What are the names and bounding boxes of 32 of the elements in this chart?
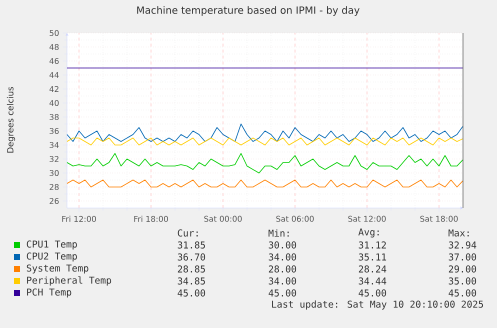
y-axis-title: Degrees celcius — [6, 86, 16, 153]
text: Cur: — [178, 229, 198, 237]
text: 45.00 — [448, 289, 476, 297]
text: Max: — [448, 229, 469, 237]
text: 28.24 — [358, 265, 386, 273]
legend-label: CPU1 Temp — [26, 240, 77, 250]
text: 28.85 — [178, 265, 205, 273]
text: 30.00 — [268, 241, 296, 249]
legend-label: Peripheral Temp — [27, 276, 112, 286]
text: 31.12 — [358, 241, 386, 249]
text: 31.85 — [178, 241, 205, 249]
text: 37.00 — [448, 253, 476, 261]
text: 28.00 — [268, 265, 296, 273]
legend-label: CPU2 Temp — [26, 252, 77, 262]
text: 29.00 — [448, 265, 476, 273]
text: 32.94 — [448, 241, 476, 249]
text: Avg: — [358, 228, 379, 238]
legend-label: System Temp — [26, 264, 88, 274]
text: 34.85 — [178, 277, 205, 285]
text: Min: — [268, 229, 289, 237]
text: 34.44 — [358, 277, 386, 285]
text: Last update: Sat May 10 20:10:00 2025 — [272, 300, 484, 310]
text: 45.00 — [268, 289, 296, 297]
text: 35.00 — [448, 277, 476, 285]
chart-title: Machine temperature based on IPMI - by day — [137, 6, 360, 16]
text: 45.00 — [178, 289, 206, 297]
legend-label: PCH Temp — [27, 288, 72, 298]
text: 34.00 — [268, 277, 296, 285]
text: 36.70 — [178, 253, 206, 261]
text: 35.11 — [358, 253, 386, 261]
text: 45.00 — [358, 289, 386, 297]
text: 34.00 — [268, 253, 296, 261]
